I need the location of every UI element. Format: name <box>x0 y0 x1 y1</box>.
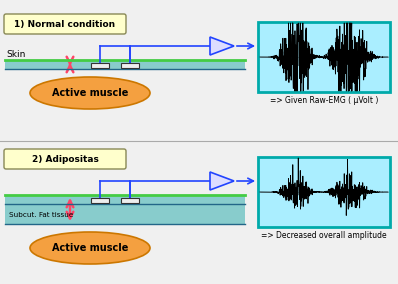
Ellipse shape <box>30 77 150 109</box>
Text: => Given Raw-EMG ( μVolt ): => Given Raw-EMG ( μVolt ) <box>270 96 378 105</box>
Polygon shape <box>210 37 234 55</box>
Text: Active muscle: Active muscle <box>52 243 128 253</box>
Text: Active muscle: Active muscle <box>52 88 128 98</box>
Text: => Decreased overall amplitude: => Decreased overall amplitude <box>261 231 387 240</box>
Text: Subcut. Fat tissue: Subcut. Fat tissue <box>9 212 73 218</box>
Bar <box>5 204 245 224</box>
Bar <box>91 198 109 203</box>
Text: Skin: Skin <box>6 50 25 59</box>
Polygon shape <box>210 172 234 190</box>
Text: 1) Normal condition: 1) Normal condition <box>14 20 115 28</box>
Bar <box>5 195 245 204</box>
Bar <box>5 60 245 69</box>
Bar <box>91 63 109 68</box>
FancyBboxPatch shape <box>4 149 126 169</box>
Ellipse shape <box>30 232 150 264</box>
Bar <box>121 63 139 68</box>
Bar <box>258 22 390 92</box>
Text: 2) Adipositas: 2) Adipositas <box>31 154 98 164</box>
FancyBboxPatch shape <box>4 14 126 34</box>
Bar <box>121 198 139 203</box>
Bar <box>258 157 390 227</box>
